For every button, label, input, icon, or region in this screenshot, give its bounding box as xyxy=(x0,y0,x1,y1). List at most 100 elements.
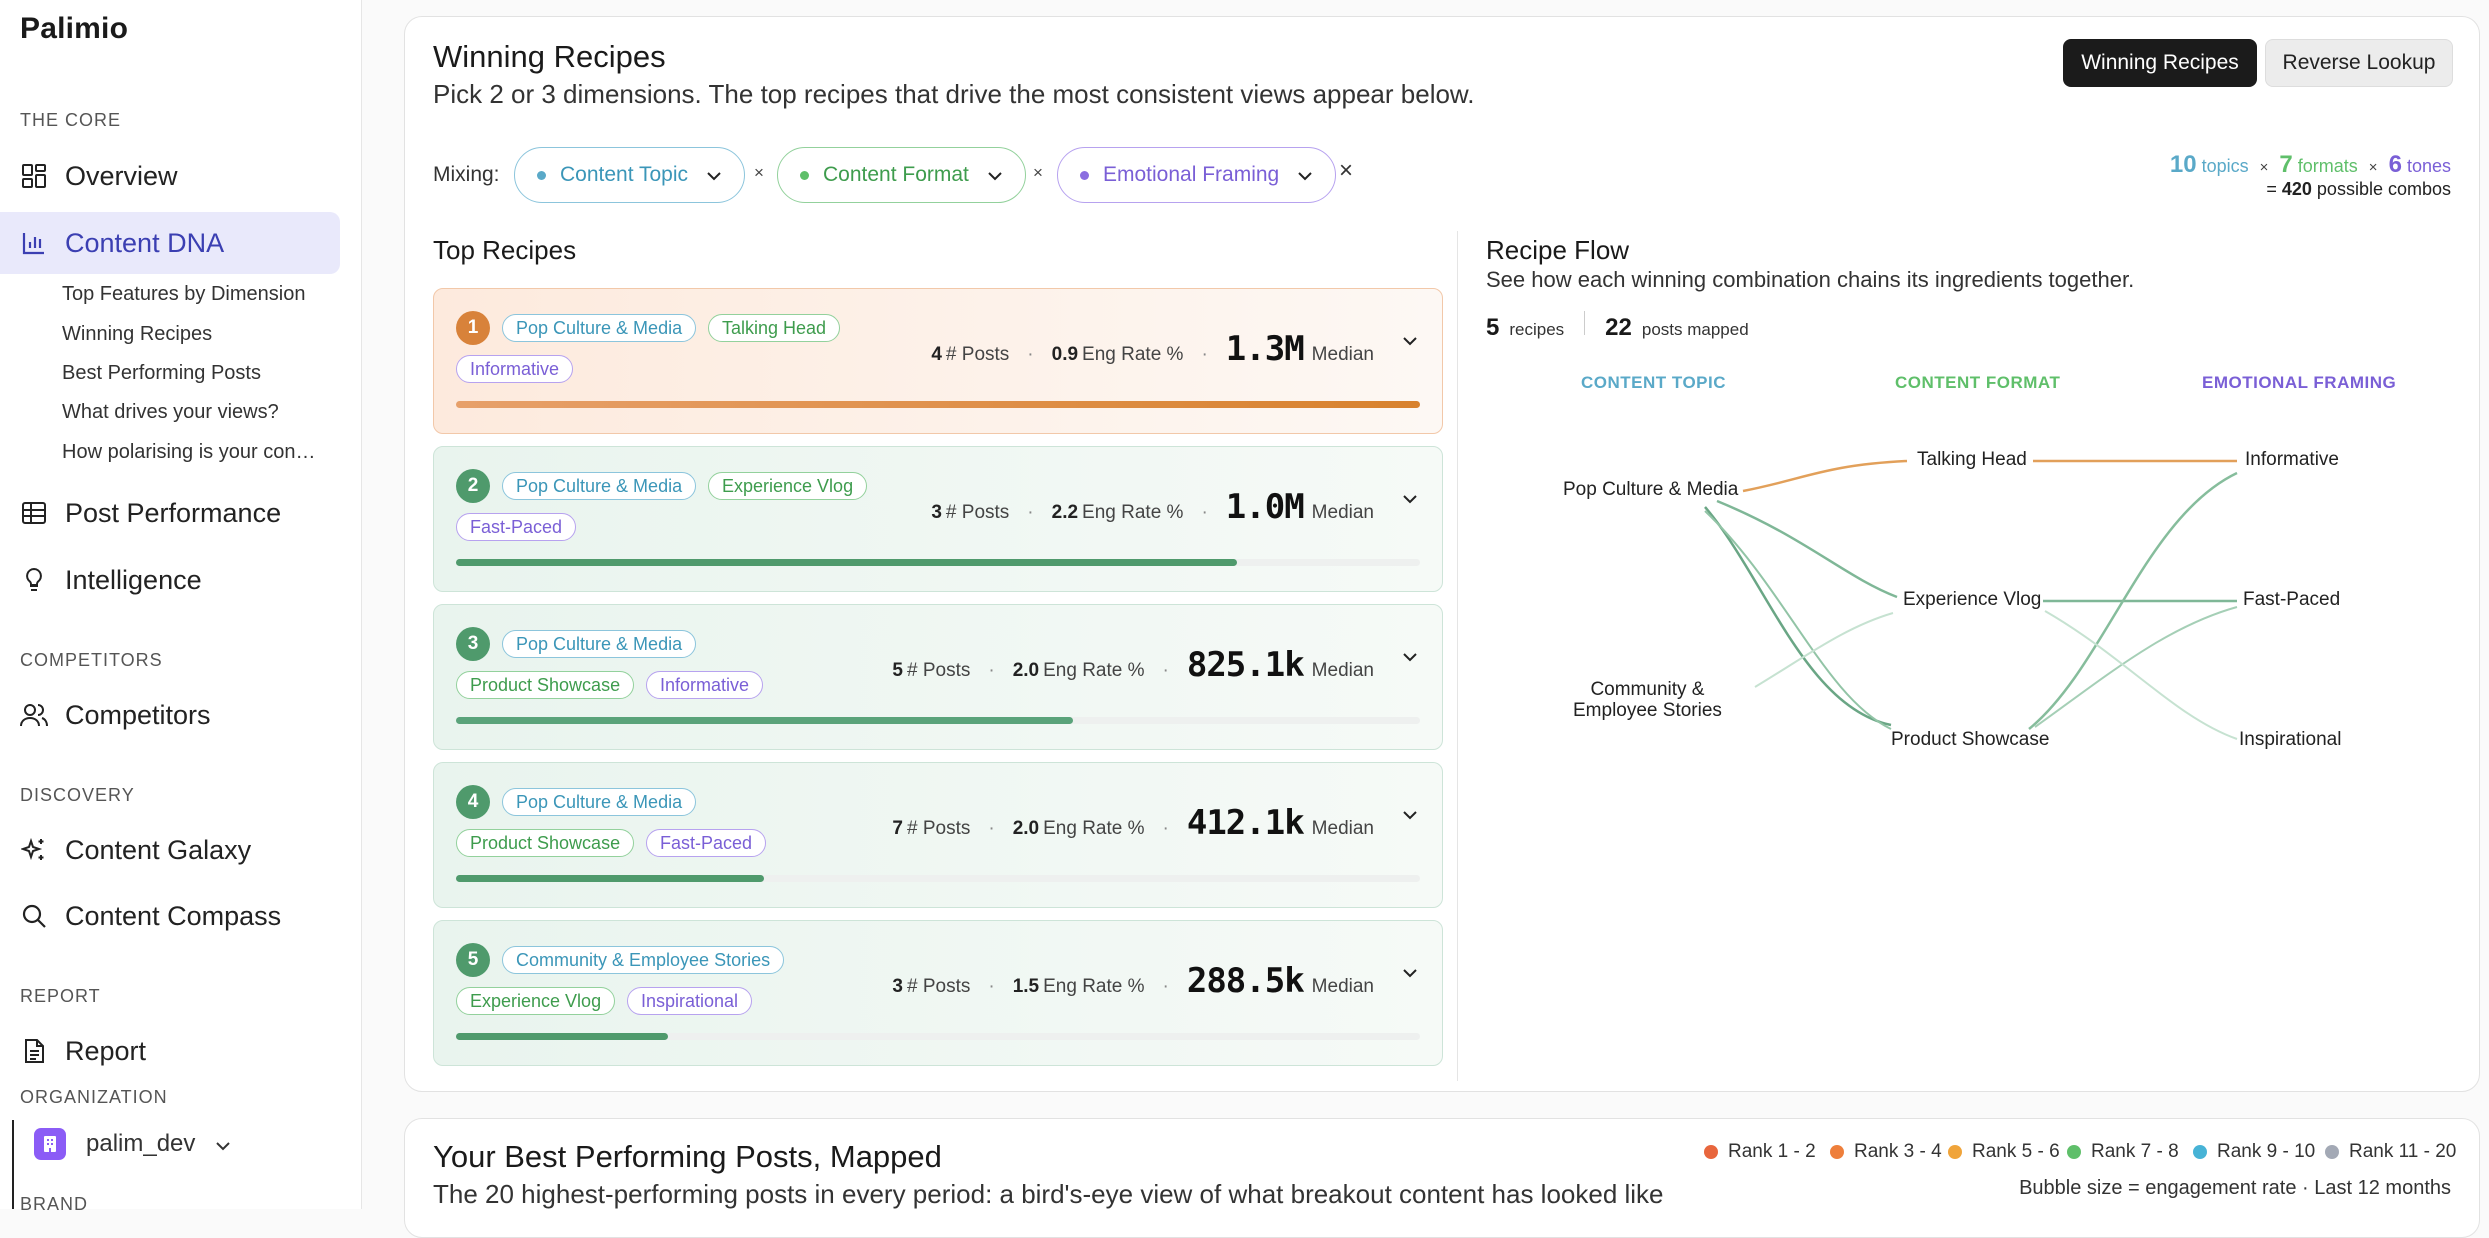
document-icon xyxy=(20,1037,48,1065)
eng-rate: 2.2 xyxy=(1051,502,1079,523)
expand-chevron-icon[interactable] xyxy=(1402,333,1418,351)
tones-label: tones xyxy=(2406,156,2451,176)
eng-rate-label: Eng Rate % xyxy=(1043,976,1145,997)
subnav-what-drives-views[interactable]: What drives your views? xyxy=(62,401,279,423)
lightbulb-icon xyxy=(20,566,48,594)
expand-chevron-icon[interactable] xyxy=(1402,491,1418,509)
format-tag: Experience Vlog xyxy=(708,472,868,500)
nav-content-dna[interactable]: Content DNA xyxy=(0,212,340,274)
recipe-stats: 5 # Posts · 2.0 Eng Rate % · 825.1k Median xyxy=(892,645,1374,685)
recipes-label: recipes xyxy=(1509,320,1565,339)
bar-fill xyxy=(456,717,1073,724)
column-header-tone: EMOTIONAL FRAMING xyxy=(2202,373,2397,392)
nav-intelligence[interactable]: Intelligence xyxy=(20,556,202,604)
recipe-flow-subtitle: See how each winning combination chains … xyxy=(1486,267,2135,292)
chevron-down-icon xyxy=(706,163,722,187)
topic-tag: Pop Culture & Media xyxy=(502,788,697,816)
median-views: 412.1k xyxy=(1186,803,1305,843)
eng-rate-label: Eng Rate % xyxy=(1043,660,1145,681)
rank-badge: 2 xyxy=(456,469,490,503)
recipe-card[interactable]: 5 Community & Employee Stories Experience … xyxy=(433,920,1443,1066)
bar-chart-icon xyxy=(20,229,48,257)
legend-dot-icon xyxy=(1704,1145,1718,1159)
format-tag: Experience Vlog xyxy=(456,987,616,1015)
recipe-stats: 3 # Posts · 2.2 Eng Rate % · 1.0M Median xyxy=(931,487,1374,527)
nav-content-galaxy[interactable]: Content Galaxy xyxy=(20,826,251,874)
median-label: Median xyxy=(1311,344,1374,365)
topic-tag: Pop Culture & Media xyxy=(502,472,697,500)
recipe-card[interactable]: 1 Pop Culture & Media Talking Head Informat… xyxy=(433,288,1443,434)
subnav-best-performing-posts[interactable]: Best Performing Posts xyxy=(62,362,261,384)
best-posts-map-card: Your Best Performing Posts, Mapped The 2… xyxy=(404,1118,2480,1238)
expand-chevron-icon[interactable] xyxy=(1402,807,1418,825)
divider xyxy=(12,1120,14,1209)
dimension-select-tone[interactable]: Emotional Framing xyxy=(1057,147,1337,203)
tones-count: 6 xyxy=(2388,151,2402,178)
app-logo[interactable]: Palimio xyxy=(20,12,129,45)
flow-node-label: Employee Stories xyxy=(1573,700,1722,721)
column-header-format: CONTENT FORMAT xyxy=(1895,373,2061,392)
search-icon xyxy=(20,902,48,930)
subnav-winning-recipes[interactable]: Winning Recipes xyxy=(62,323,213,345)
tone-tag: Fast-Paced xyxy=(646,829,767,857)
recipe-card[interactable]: 3 Pop Culture & Media Product Showcase Info… xyxy=(433,604,1443,750)
tab-reverse-lookup[interactable]: Reverse Lookup xyxy=(2265,39,2453,87)
legend-item: Rank 7 - 8 xyxy=(2067,1141,2179,1163)
posts-label: # Posts xyxy=(906,660,971,681)
column-header-topic: CONTENT TOPIC xyxy=(1581,373,1727,392)
legend-dot-icon xyxy=(2193,1145,2207,1159)
clear-dimensions-button[interactable]: × xyxy=(1339,157,1354,184)
separator: · xyxy=(988,976,995,997)
rank-badge: 1 xyxy=(456,311,490,345)
legend-label: Rank 1 - 2 xyxy=(1728,1141,1816,1162)
separator: · xyxy=(1201,502,1208,523)
flow-node-tone: Fast-Paced xyxy=(2243,589,2341,610)
separator: · xyxy=(1162,976,1169,997)
card-description: The 20 highest-performing posts in every… xyxy=(433,1179,1664,1209)
flow-link-4 xyxy=(1704,510,1892,730)
formats-label: formats xyxy=(2297,156,2358,176)
legend-dot-icon xyxy=(2067,1145,2081,1159)
chevron-down-icon xyxy=(1297,163,1313,187)
bar-fill xyxy=(456,875,765,882)
subnav-top-features[interactable]: Top Features by Dimension xyxy=(62,283,306,305)
top-recipes-title: Top Recipes xyxy=(433,235,577,265)
posts-label: # Posts xyxy=(945,344,1010,365)
nav-competitors[interactable]: Competitors xyxy=(20,691,211,739)
expand-chevron-icon[interactable] xyxy=(1402,649,1418,667)
flow-link-5b xyxy=(2044,610,2238,740)
nav-label: Competitors xyxy=(65,699,211,730)
chevron-down-icon xyxy=(215,1130,231,1158)
nav-content-compass[interactable]: Content Compass xyxy=(20,892,281,940)
nav-post-performance[interactable]: Post Performance xyxy=(20,489,281,537)
recipe-strength-bar xyxy=(456,559,1420,566)
section-the-core: THE CORE xyxy=(20,110,122,130)
recipe-card[interactable]: 2 Pop Culture & Media Experience Vlog Fast-… xyxy=(433,446,1443,592)
subnav-polarising[interactable]: How polarising is your content? xyxy=(62,441,318,463)
times-symbol: × xyxy=(1033,163,1043,182)
legend-item: Rank 9 - 10 xyxy=(2193,1141,2315,1163)
tone-tag: Inspirational xyxy=(627,987,753,1015)
flow-node-tone: Inspirational xyxy=(2239,729,2342,750)
expand-chevron-icon[interactable] xyxy=(1402,965,1418,983)
dot-icon xyxy=(537,170,546,180)
flow-link-5 xyxy=(1754,612,1894,688)
dot-icon xyxy=(1080,170,1089,180)
tone-tag: Informative xyxy=(646,671,764,699)
dimension-select-topic[interactable]: Content Topic xyxy=(514,147,746,203)
flow-link-4b xyxy=(2034,606,2238,728)
equals-symbol: = xyxy=(2266,179,2277,199)
dimension-select-format[interactable]: Content Format xyxy=(777,147,1026,203)
nav-report[interactable]: Report xyxy=(20,1027,146,1075)
section-organization: ORGANIZATION xyxy=(20,1087,168,1107)
separator: · xyxy=(1162,660,1169,681)
tab-winning-recipes[interactable]: Winning Recipes xyxy=(2063,39,2257,87)
recipe-card[interactable]: 4 Pop Culture & Media Product Showcase Fast… xyxy=(433,762,1443,908)
org-switcher[interactable]: palim_dev xyxy=(34,1128,231,1160)
nav-overview[interactable]: Overview xyxy=(20,152,178,200)
separator: · xyxy=(988,818,995,839)
nav-label: Report xyxy=(65,1035,147,1066)
rank-badge: 4 xyxy=(456,785,490,819)
section-report: REPORT xyxy=(20,986,101,1006)
chevron-down-icon xyxy=(987,163,1003,187)
